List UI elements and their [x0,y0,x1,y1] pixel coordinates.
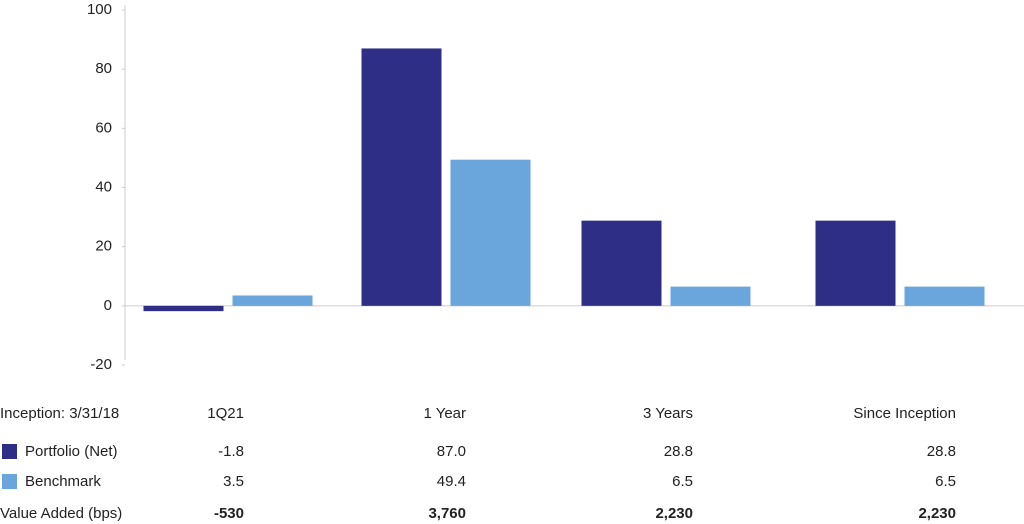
legend-label: Benchmark [25,473,101,490]
bar [450,159,531,306]
column-header: 1 Year [423,405,466,422]
table-value: 87.0 [437,443,466,460]
y-tick-label: 40 [95,178,112,195]
column-header: Since Inception [853,405,956,422]
table-value: 3.5 [223,473,244,490]
table-value: 6.5 [935,473,956,490]
bar [232,295,313,306]
legend-label: Portfolio (Net) [25,443,118,460]
bar [581,220,662,306]
legend-swatch [2,474,17,489]
bar [670,286,751,306]
legend-swatch [2,444,17,459]
bar [361,48,442,306]
table-header: Inception: 3/31/18 [0,405,119,422]
table-value: 28.8 [664,443,693,460]
y-tick-label: 60 [95,119,112,136]
y-tick-label: -20 [90,356,112,373]
bar [143,305,224,312]
column-header: 1Q21 [207,405,244,422]
table-value: 49.4 [437,473,466,490]
table-value: -1.8 [218,443,244,460]
y-tick-label: 20 [95,238,112,255]
value-added: -530 [214,505,244,522]
y-tick-label: 80 [95,60,112,77]
value-added: 2,230 [655,505,693,522]
bar [904,286,985,306]
value-added: 2,230 [918,505,956,522]
bar [815,220,896,306]
y-tick-label: 100 [87,1,112,18]
column-header: 3 Years [643,405,693,422]
table-value: 6.5 [672,473,693,490]
value-added: 3,760 [428,505,466,522]
table-value: 28.8 [927,443,956,460]
y-tick-label: 0 [104,297,112,314]
value-added-label: Value Added (bps) [0,505,122,522]
